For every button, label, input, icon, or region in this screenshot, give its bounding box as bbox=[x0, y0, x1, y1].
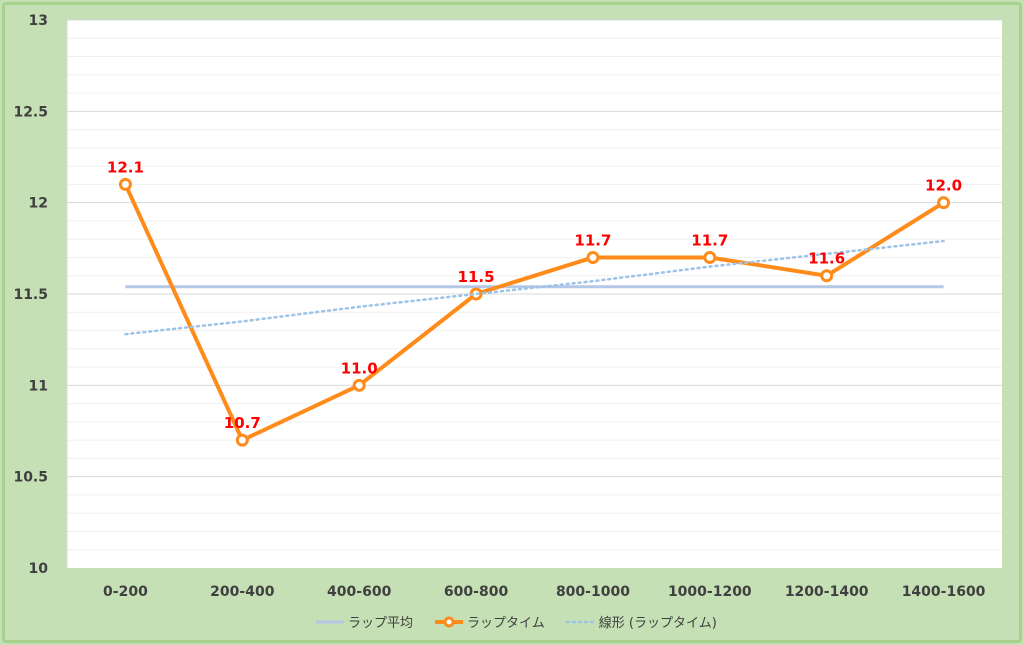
y-tick-label: 11 bbox=[29, 378, 48, 394]
lap-time-point bbox=[820, 269, 834, 283]
legend-marker bbox=[443, 616, 455, 628]
data-label: 12.0 bbox=[925, 177, 962, 195]
series-layer bbox=[118, 177, 951, 447]
x-tick-label: 800-1000 bbox=[556, 584, 630, 600]
legend: ラップ平均 ラップタイム 線形 (ラップタイム) bbox=[316, 615, 717, 631]
y-tick-label: 13 bbox=[29, 13, 48, 29]
x-tick-label: 1000-1200 bbox=[668, 584, 752, 600]
data-labels: 12.1 10.7 11.0 11.5 11.7 11.7 11.6 12.0 bbox=[107, 158, 962, 432]
lap-time-point bbox=[937, 196, 951, 210]
data-label: 11.7 bbox=[691, 231, 728, 249]
data-label: 10.7 bbox=[224, 414, 261, 432]
legend-label: ラップ平均 bbox=[348, 616, 413, 631]
y-tick-label: 10 bbox=[29, 561, 49, 577]
y-tick-label: 11.5 bbox=[13, 287, 48, 303]
y-axis-ticks: 10 10.5 11 11.5 12 12.5 13 bbox=[13, 13, 48, 577]
y-tick-label: 12.5 bbox=[13, 104, 48, 120]
x-tick-label: 1200-1400 bbox=[785, 584, 869, 600]
x-tick-label: 1400-1600 bbox=[902, 584, 986, 600]
data-label: 11.5 bbox=[458, 268, 495, 286]
data-label: 12.1 bbox=[107, 158, 144, 176]
y-tick-label: 10.5 bbox=[13, 470, 48, 486]
legend-label: 線形 (ラップタイム) bbox=[599, 615, 717, 631]
lap-time-point bbox=[352, 378, 366, 392]
legend-label: ラップタイム bbox=[467, 616, 545, 631]
x-axis-ticks: 0-200 200-400 400-600 600-800 800-1000 1000-1… bbox=[103, 584, 986, 600]
lap-time-point bbox=[703, 250, 717, 264]
lap-time-point bbox=[118, 177, 132, 191]
x-tick-label: 400-600 bbox=[327, 584, 392, 600]
x-tick-label: 200-400 bbox=[210, 584, 275, 600]
data-label: 11.6 bbox=[808, 250, 845, 268]
lap-time-line bbox=[123, 183, 945, 443]
data-label: 11.0 bbox=[341, 359, 378, 377]
lap-time-point bbox=[235, 433, 249, 447]
trend-line bbox=[124, 239, 945, 336]
data-label: 11.7 bbox=[574, 231, 611, 249]
x-tick-label: 0-200 bbox=[103, 584, 148, 600]
x-tick-label: 600-800 bbox=[444, 584, 509, 600]
lap-time-point bbox=[586, 250, 600, 264]
y-tick-label: 12 bbox=[29, 196, 48, 212]
